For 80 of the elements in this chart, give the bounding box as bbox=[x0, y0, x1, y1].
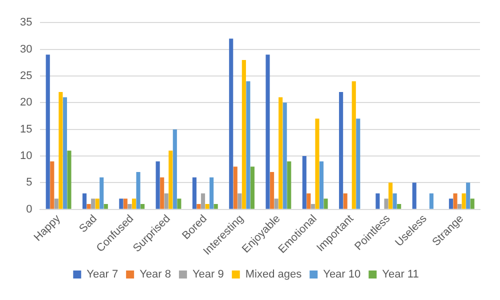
bar bbox=[229, 38, 234, 209]
bar bbox=[429, 193, 434, 209]
y-tick-label: 5 bbox=[26, 176, 32, 189]
bar bbox=[50, 161, 54, 209]
bar bbox=[250, 166, 255, 209]
bar bbox=[310, 204, 315, 209]
bar bbox=[214, 204, 218, 209]
bar bbox=[278, 97, 283, 209]
y-tick-label: 15 bbox=[20, 123, 32, 136]
bar bbox=[270, 172, 274, 209]
bar bbox=[466, 182, 470, 209]
y-tick-label: 35 bbox=[20, 16, 32, 29]
bar bbox=[319, 161, 324, 209]
bar bbox=[287, 161, 292, 209]
bar bbox=[196, 204, 201, 209]
bar bbox=[302, 156, 306, 209]
y-tick-label: 0 bbox=[26, 203, 32, 216]
bar bbox=[95, 198, 100, 209]
bar bbox=[46, 54, 50, 209]
bar bbox=[58, 92, 63, 209]
bar bbox=[210, 177, 214, 209]
bar bbox=[128, 204, 132, 209]
bar bbox=[388, 182, 393, 209]
bar bbox=[462, 193, 466, 209]
bar bbox=[242, 60, 246, 209]
bar bbox=[233, 166, 238, 209]
bar bbox=[172, 129, 177, 209]
bar bbox=[315, 118, 320, 209]
bar bbox=[100, 177, 104, 209]
bar bbox=[86, 204, 91, 209]
bar bbox=[164, 193, 168, 209]
bar bbox=[200, 193, 206, 209]
bar bbox=[306, 193, 311, 209]
legend-label: Mixed ages bbox=[245, 268, 302, 281]
bar bbox=[453, 193, 458, 209]
bar bbox=[343, 193, 348, 209]
bar bbox=[448, 198, 454, 209]
bar bbox=[156, 161, 160, 209]
bar bbox=[376, 193, 380, 209]
bar bbox=[392, 193, 397, 209]
bar bbox=[205, 204, 210, 209]
legend-label: Year 9 bbox=[192, 268, 224, 281]
legend-label: Year 11 bbox=[382, 268, 419, 281]
bar bbox=[470, 198, 474, 209]
y-tick-label: 10 bbox=[20, 150, 32, 162]
bar bbox=[132, 198, 136, 209]
bar bbox=[397, 204, 402, 209]
bar bbox=[67, 150, 72, 209]
bar bbox=[356, 118, 360, 209]
bar bbox=[82, 193, 87, 209]
x-tick-label: Sad bbox=[77, 212, 100, 236]
bar bbox=[192, 177, 196, 209]
legend-label: Year 8 bbox=[140, 268, 171, 281]
bar bbox=[458, 204, 462, 209]
bar bbox=[123, 198, 128, 209]
bar bbox=[384, 198, 388, 209]
bar bbox=[274, 198, 278, 209]
legend-label: Year 7 bbox=[86, 268, 118, 281]
bar bbox=[136, 172, 140, 209]
bar bbox=[119, 198, 124, 209]
y-tick-label: 30 bbox=[20, 43, 32, 56]
bar bbox=[54, 198, 58, 209]
bar bbox=[352, 81, 356, 209]
bar bbox=[104, 204, 108, 209]
bar bbox=[91, 198, 96, 209]
bar bbox=[324, 198, 328, 209]
bar bbox=[339, 92, 344, 209]
bar bbox=[177, 198, 182, 209]
bar bbox=[168, 150, 173, 209]
bar bbox=[238, 193, 242, 209]
bar bbox=[282, 102, 287, 209]
bar bbox=[62, 97, 68, 209]
bar bbox=[160, 177, 164, 209]
y-tick-label: 25 bbox=[20, 70, 32, 82]
bar bbox=[266, 54, 270, 209]
legend-label: Year 10 bbox=[323, 268, 361, 281]
bar bbox=[246, 81, 250, 209]
y-tick-label: 20 bbox=[20, 96, 32, 109]
bar bbox=[412, 182, 416, 209]
bar bbox=[140, 204, 145, 209]
